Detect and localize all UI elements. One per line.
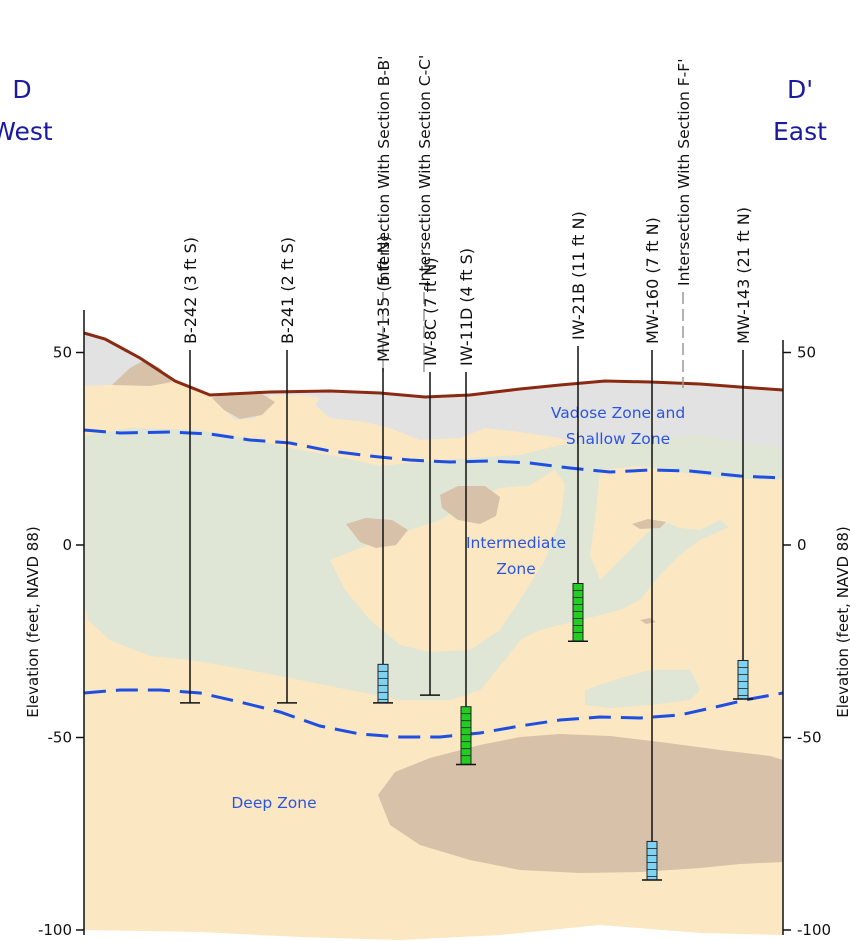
silt-lens-right [585,670,700,708]
well-label: MW-143 (21 ft N) [734,207,753,344]
well-iw-8c: IW-8C (7 ft N) [420,257,440,696]
clay-lens-1 [112,360,172,386]
right-tick-label: 50 [797,344,816,362]
intersection-f-f: Intersection With Section F-F' [675,59,693,388]
sand-window [330,470,565,652]
vadose-zone-label-line1: Vadose Zone and [551,404,685,422]
well-iw-11d: IW-11D (4 ft S) [456,248,476,766]
y-axis-title-right: Elevation (feet, NAVD 88) [834,526,850,718]
ground-surface-line [83,331,784,399]
intersection-f-f-label: Intersection With Section F-F' [675,59,693,286]
well-label: IW-11D (4 ft S) [457,248,476,366]
left-axis-ticks: 50 0 -50 -100 [38,344,84,939]
clay-lens-5 [632,519,666,529]
east-label: East [773,117,827,146]
wells-layer: B-242 (3 ft S) B-241 (2 ft S) MW-135 (5 ft… [180,207,753,881]
intersection-c-c: Intersection With Section C-C' [416,55,434,376]
y-axis-title-left: Elevation (feet, NAVD 88) [24,526,42,718]
well-label: MW-135 (5 ft N) [374,235,393,362]
well-mw-135: MW-135 (5 ft N) [373,235,393,704]
vadose-zone-fill [84,333,783,455]
clay-lens-2 [212,392,275,419]
intersection-c-c-label: Intersection With Section C-C' [416,55,434,286]
intersection-b-b: Intersection With Section B-B' [375,56,393,372]
well-label: MW-160 (7 ft N) [643,217,662,344]
well-label: IW-21B (11 ft N) [569,211,588,340]
right-tick-label: -100 [797,921,831,939]
well-mw-160: MW-160 (7 ft N) [642,217,662,881]
well-screen [646,840,658,881]
clay-lens-4 [346,518,408,548]
east-letter: D' [787,75,813,104]
well-iw-21b: IW-21B (11 ft N) [568,211,588,642]
intermediate-zone-label-line1: Intermediate [466,534,566,552]
well-label: B-241 (2 ft S) [278,237,297,344]
well-b-241: B-241 (2 ft S) [277,237,297,704]
well-screen [377,663,389,704]
intermediate-zone-label-line2: Zone [496,560,535,578]
left-tick-label: 50 [53,344,72,362]
right-tick-label: 0 [797,536,807,554]
deep-zone-label: Deep Zone [231,794,316,812]
right-axis-ticks: 50 0 -50 -100 [783,344,831,939]
clay-lens-deep [378,734,783,873]
well-mw-143: MW-143 (21 ft N) [733,207,753,700]
well-label: B-242 (3 ft S) [181,237,200,344]
intersection-b-b-label: Intersection With Section B-B' [375,56,393,286]
left-tick-label: -50 [48,729,73,747]
intermediate-deep-boundary [83,688,784,739]
west-label: West [0,117,53,146]
west-letter: D [12,75,31,104]
well-b-242: B-242 (3 ft S) [180,237,200,704]
well-label: IW-8C (7 ft N) [421,257,440,366]
clay-lens-3 [440,486,500,524]
vadose-zone-label-line2: Shallow Zone [566,430,670,448]
sand-window-right [590,466,783,580]
well-screen [737,660,749,700]
right-tick-label: -50 [797,729,822,747]
left-tick-label: -100 [38,921,72,939]
left-tick-label: 0 [62,536,72,554]
